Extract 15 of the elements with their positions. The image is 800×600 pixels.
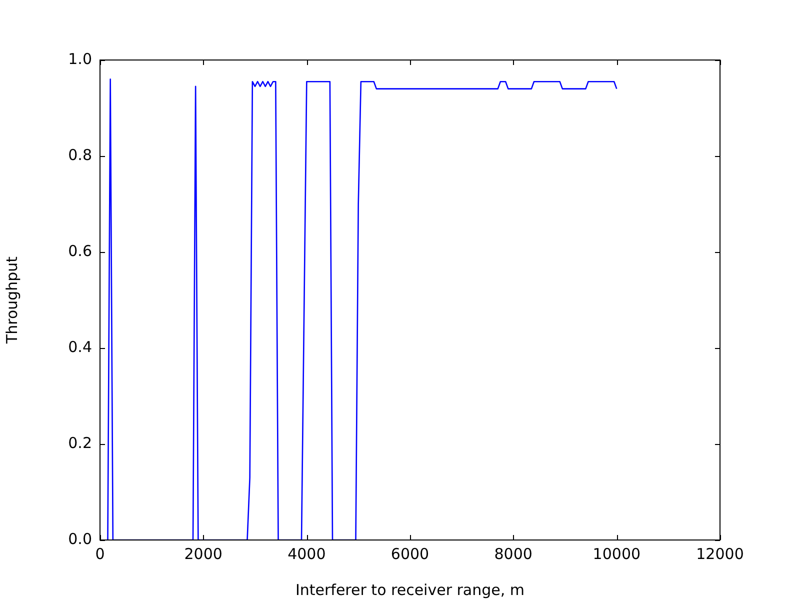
y-tick-label: 0.2	[68, 434, 92, 452]
y-tick-label: 0.4	[68, 338, 92, 356]
x-tick-label: 12000	[696, 544, 744, 563]
x-axis-title: Interferer to receiver range, m	[295, 580, 525, 599]
y-tick-label: 0.0	[68, 530, 92, 548]
y-tick-label: 1.0	[68, 50, 92, 68]
x-tick-label: 6000	[390, 544, 430, 563]
x-tick-label: 10000	[592, 544, 641, 563]
y-tick-label: 0.6	[68, 242, 92, 260]
y-tick-label: 0.8	[68, 146, 92, 164]
y-axis-title: Throughput	[2, 256, 21, 345]
x-tick-label: 4000	[288, 544, 326, 563]
x-tick-label: 8000	[494, 544, 532, 563]
x-tick-label: 2000	[184, 544, 222, 563]
x-tick-label: 0	[95, 544, 105, 563]
